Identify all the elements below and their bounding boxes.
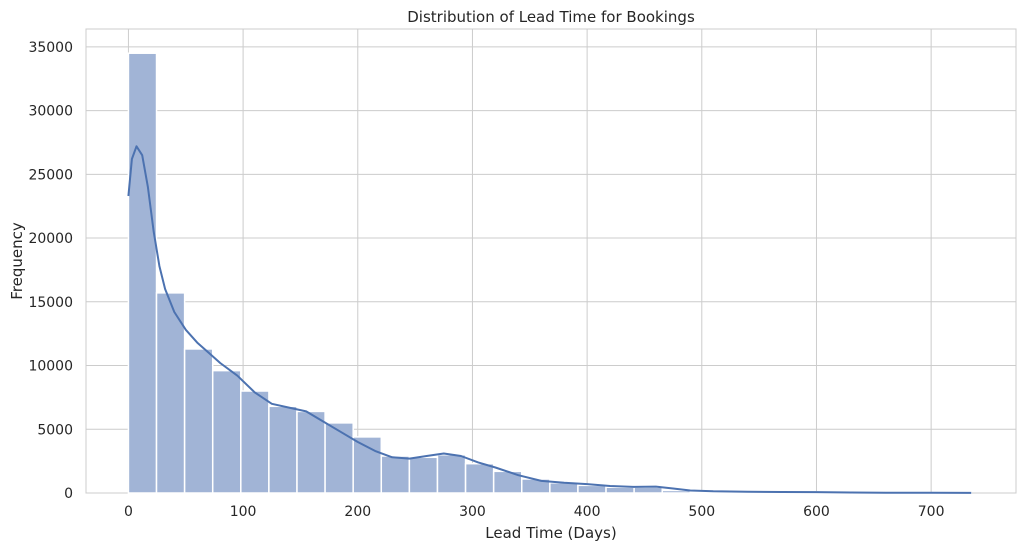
chart-title: Distribution of Lead Time for Bookings	[407, 8, 695, 26]
histogram-bar	[268, 405, 298, 494]
histogram-bar	[436, 454, 467, 494]
y-axis-label: Frequency	[8, 222, 26, 300]
histogram-bar	[408, 456, 439, 494]
x-tick-label: 400	[574, 504, 601, 520]
histogram-bar	[155, 292, 186, 494]
x-tick-label: 300	[459, 504, 486, 520]
x-tick-label: 700	[918, 504, 945, 520]
histogram-bar	[633, 486, 663, 494]
histogram-bar	[324, 422, 354, 494]
y-tick-label: 30000	[28, 104, 73, 120]
histogram-bar	[380, 455, 411, 494]
y-tick-label: 10000	[28, 359, 73, 375]
x-ticks: 0 100 200 300 400 500 600 700	[124, 504, 945, 520]
y-ticks: 0 5000 10000 15000 20000 25000 30000 35000	[28, 40, 73, 502]
histogram-bar	[127, 52, 158, 494]
histogram-bar	[352, 436, 383, 494]
histogram-bars	[127, 52, 973, 494]
y-tick-label: 35000	[28, 40, 73, 56]
histogram-bar	[577, 484, 607, 494]
y-tick-label: 20000	[28, 231, 73, 247]
x-tick-label: 0	[124, 504, 133, 520]
histogram-bar	[605, 486, 635, 494]
x-axis-label: Lead Time (Days)	[485, 524, 616, 542]
y-tick-label: 0	[64, 486, 73, 502]
y-tick-label: 25000	[28, 167, 73, 183]
histogram-bar	[211, 369, 242, 494]
y-tick-label: 5000	[37, 422, 73, 438]
x-tick-label: 200	[344, 504, 371, 520]
kde-curve	[127, 145, 972, 494]
histogram-bar	[464, 462, 495, 494]
y-tick-label: 15000	[28, 295, 73, 311]
histogram-bar	[240, 390, 270, 494]
kde-curve-group	[127, 145, 972, 494]
x-tick-label: 500	[688, 504, 715, 520]
histogram-bar	[296, 410, 326, 494]
x-tick-label: 600	[803, 504, 830, 520]
histogram-bar	[183, 348, 214, 494]
x-tick-label: 100	[230, 504, 257, 520]
